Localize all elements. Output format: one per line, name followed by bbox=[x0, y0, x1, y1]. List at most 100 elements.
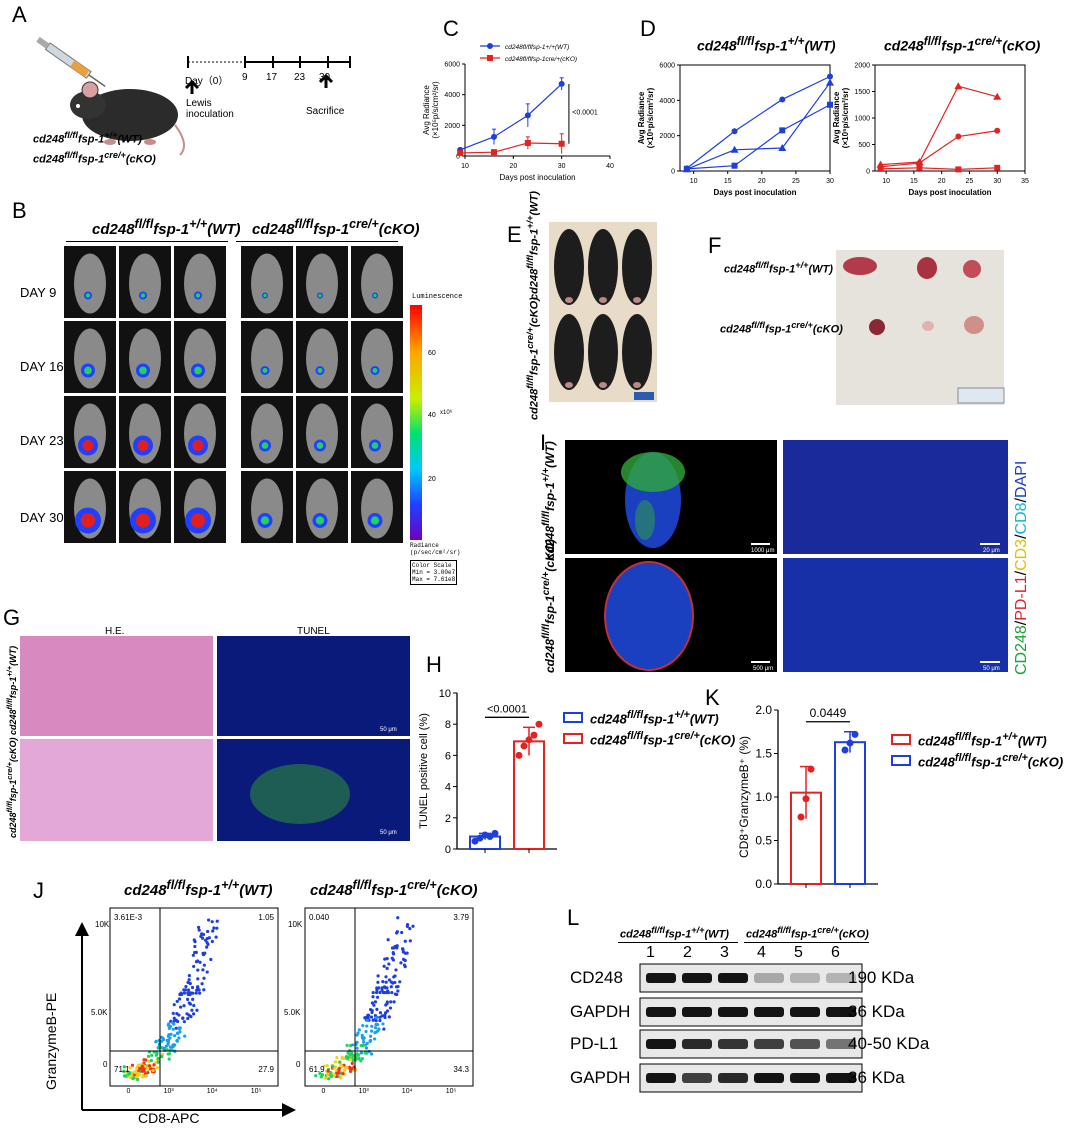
luminescence-color-scale bbox=[410, 305, 422, 540]
flow-event bbox=[160, 1039, 164, 1043]
flow-event bbox=[174, 1026, 178, 1030]
x-axis-label: Days post inoculation bbox=[713, 188, 796, 197]
flow-event bbox=[357, 1028, 361, 1032]
flow-event bbox=[355, 1052, 359, 1056]
flow-event bbox=[364, 1046, 369, 1050]
flow-event bbox=[384, 975, 388, 979]
flow-event bbox=[362, 1040, 366, 1044]
color-scale-box: Color Scale Min = 3.00e7 Max = 7.61e8 bbox=[410, 560, 458, 585]
signal-inner bbox=[140, 293, 146, 298]
y-tick-label: 0 bbox=[671, 169, 675, 176]
flow-event bbox=[154, 1040, 158, 1044]
flow-event bbox=[325, 1063, 329, 1068]
y-tick-label: 2000 bbox=[854, 63, 870, 70]
scale-tick-40: 40 bbox=[428, 412, 436, 419]
flow-event bbox=[201, 951, 205, 956]
flow-event bbox=[377, 1027, 381, 1031]
flow-event bbox=[326, 1072, 330, 1076]
flow-event bbox=[348, 1066, 352, 1070]
mouse-silhouette bbox=[74, 328, 106, 389]
genotype-wt-label-b: cd248fl/flfsp-1+/+(WT) bbox=[92, 217, 241, 238]
flow-event bbox=[182, 1020, 186, 1024]
flow-event bbox=[370, 1009, 374, 1013]
flow-event bbox=[387, 978, 392, 982]
flow-event bbox=[209, 957, 213, 962]
flow-event bbox=[371, 990, 375, 995]
data-point bbox=[916, 164, 923, 171]
flow-event bbox=[375, 995, 380, 999]
flow-event bbox=[374, 1016, 378, 1020]
data-point bbox=[827, 101, 833, 108]
flow-event bbox=[171, 1011, 175, 1016]
data-point bbox=[457, 149, 464, 156]
flow-event bbox=[130, 1063, 135, 1067]
flow-event bbox=[202, 963, 206, 967]
data-point bbox=[520, 742, 528, 750]
data-point bbox=[558, 140, 565, 147]
flow-event bbox=[356, 1031, 360, 1035]
chart-d-ko: 10 15 20 25 30 35 0 500 1000 1500 2000 Days post in… bbox=[832, 63, 1029, 198]
blot-band bbox=[682, 1039, 712, 1049]
blot-band bbox=[682, 1007, 712, 1017]
flow-event bbox=[203, 938, 208, 942]
data-point bbox=[471, 837, 479, 845]
blot-band bbox=[646, 1039, 676, 1049]
flow-event bbox=[355, 1046, 359, 1050]
flow-event bbox=[133, 1070, 138, 1075]
y-tick-label: 2000 bbox=[659, 133, 675, 140]
flow-event bbox=[385, 966, 389, 971]
flow-event bbox=[205, 945, 209, 949]
g-scale-1: 50 μm bbox=[380, 727, 397, 733]
blot-band bbox=[826, 1073, 856, 1083]
flow-event bbox=[195, 985, 200, 990]
data-point bbox=[515, 751, 523, 759]
flow-event bbox=[389, 1000, 393, 1004]
flow-event bbox=[396, 989, 400, 993]
signal-inner bbox=[371, 442, 379, 449]
flow-event bbox=[215, 926, 219, 930]
genotype-ko-label-b: cd248fl/flfsp-1cre/+(cKO) bbox=[252, 217, 420, 238]
flow-event bbox=[314, 1074, 318, 1078]
flow-event bbox=[338, 1060, 342, 1064]
panel-label-k: K bbox=[705, 685, 720, 710]
series-line bbox=[880, 167, 998, 171]
mouse-silhouette bbox=[306, 403, 338, 464]
mouse-silhouette bbox=[74, 253, 106, 314]
data-point bbox=[846, 739, 854, 747]
blot-band bbox=[790, 1007, 820, 1017]
flow-event bbox=[164, 1044, 168, 1048]
y-tick-label: 0 bbox=[866, 169, 870, 176]
flow-event bbox=[396, 984, 400, 989]
mouse-silhouette bbox=[251, 328, 283, 389]
y-axis-label: Avg Radiance(×10⁵p/s/cm²/sr) bbox=[832, 87, 850, 148]
signal-inner bbox=[263, 293, 267, 298]
data-point bbox=[779, 96, 786, 103]
bioluminescence-image-grid bbox=[64, 246, 403, 543]
data-point bbox=[524, 112, 531, 119]
plot-frame bbox=[679, 64, 831, 172]
flow-event bbox=[166, 1040, 171, 1044]
flow-event bbox=[186, 1016, 190, 1021]
data-point bbox=[486, 833, 494, 841]
signal-inner bbox=[139, 366, 147, 375]
flow-event bbox=[348, 1069, 353, 1073]
h-legend-markers bbox=[563, 712, 583, 744]
flow-event bbox=[202, 988, 206, 992]
quadrant-ll: 61.9 bbox=[309, 1065, 325, 1074]
flow-event bbox=[185, 1012, 189, 1016]
flow-event bbox=[396, 916, 400, 920]
flow-event bbox=[184, 984, 188, 989]
legend-label: cd248fl/flfsp-1+/+(WT) bbox=[505, 44, 569, 51]
flow-event bbox=[381, 990, 385, 995]
panel-label-e: E bbox=[507, 222, 522, 247]
mouse-silhouette bbox=[184, 253, 216, 314]
flow-event bbox=[363, 1051, 367, 1055]
flow-event bbox=[162, 1046, 166, 1051]
g-col-he: H.E. bbox=[105, 626, 125, 637]
flow-event bbox=[196, 959, 200, 963]
x-tick-label: 20 bbox=[509, 163, 517, 170]
flow-event bbox=[167, 1052, 172, 1056]
panel-label-c: C bbox=[443, 16, 459, 41]
flow-event bbox=[392, 1000, 396, 1004]
flow-event bbox=[187, 978, 191, 982]
